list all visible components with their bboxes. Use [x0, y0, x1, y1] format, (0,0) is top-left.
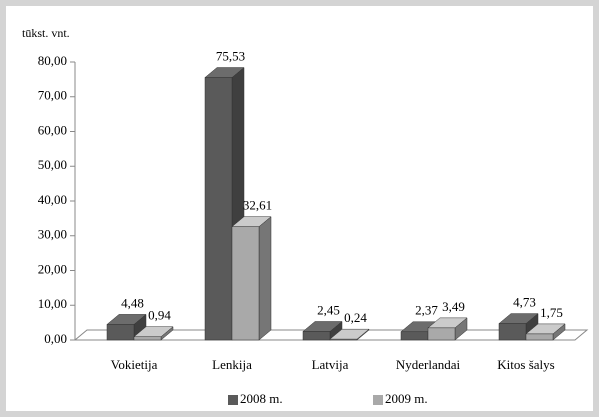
y-tick-label: 70,00	[38, 88, 67, 103]
legend-label: 2009 m.	[385, 391, 428, 406]
bar-front	[133, 336, 162, 341]
bar-front	[302, 331, 331, 341]
value-label: 3,49	[442, 299, 465, 314]
bar-side	[258, 216, 272, 341]
x-tick-label: Kitos šalys	[497, 357, 554, 372]
y-tick-label: 20,00	[38, 261, 67, 276]
x-tick-label: Vokietija	[111, 357, 158, 372]
y-tick-label: 40,00	[38, 192, 67, 207]
x-tick-label: Latvija	[312, 357, 349, 372]
x-tick-label: Lenkija	[212, 357, 252, 372]
bar-front	[400, 331, 429, 341]
bar-front	[204, 77, 233, 341]
y-tick-label: 80,00	[38, 53, 67, 68]
value-label: 4,48	[121, 295, 144, 310]
y-axis-label: tūkst. vnt.	[22, 26, 70, 40]
bar-front	[498, 323, 527, 341]
value-label: 2,45	[317, 302, 340, 317]
value-label: 4,73	[513, 295, 536, 310]
legend-swatch	[373, 395, 383, 405]
bar-front	[231, 226, 260, 341]
y-tick-label: 60,00	[38, 122, 67, 137]
y-tick-label: 0,00	[44, 331, 67, 346]
bar-front	[106, 324, 135, 341]
value-label: 32,61	[243, 198, 272, 213]
value-label: 0,24	[344, 310, 367, 325]
x-tick-label: Nyderlandai	[396, 357, 461, 372]
value-label: 75,53	[216, 49, 245, 64]
value-label: 0,94	[148, 308, 171, 323]
y-tick-label: 50,00	[38, 157, 67, 172]
legend-label: 2008 m.	[240, 391, 283, 406]
legend-swatch	[228, 395, 238, 405]
bar-front	[329, 338, 358, 341]
y-tick-label: 30,00	[38, 227, 67, 242]
value-label: 1,75	[540, 305, 563, 320]
bar-front	[427, 327, 456, 341]
bar-front	[525, 333, 554, 341]
value-label: 2,37	[415, 303, 438, 318]
y-tick-label: 10,00	[38, 296, 67, 311]
